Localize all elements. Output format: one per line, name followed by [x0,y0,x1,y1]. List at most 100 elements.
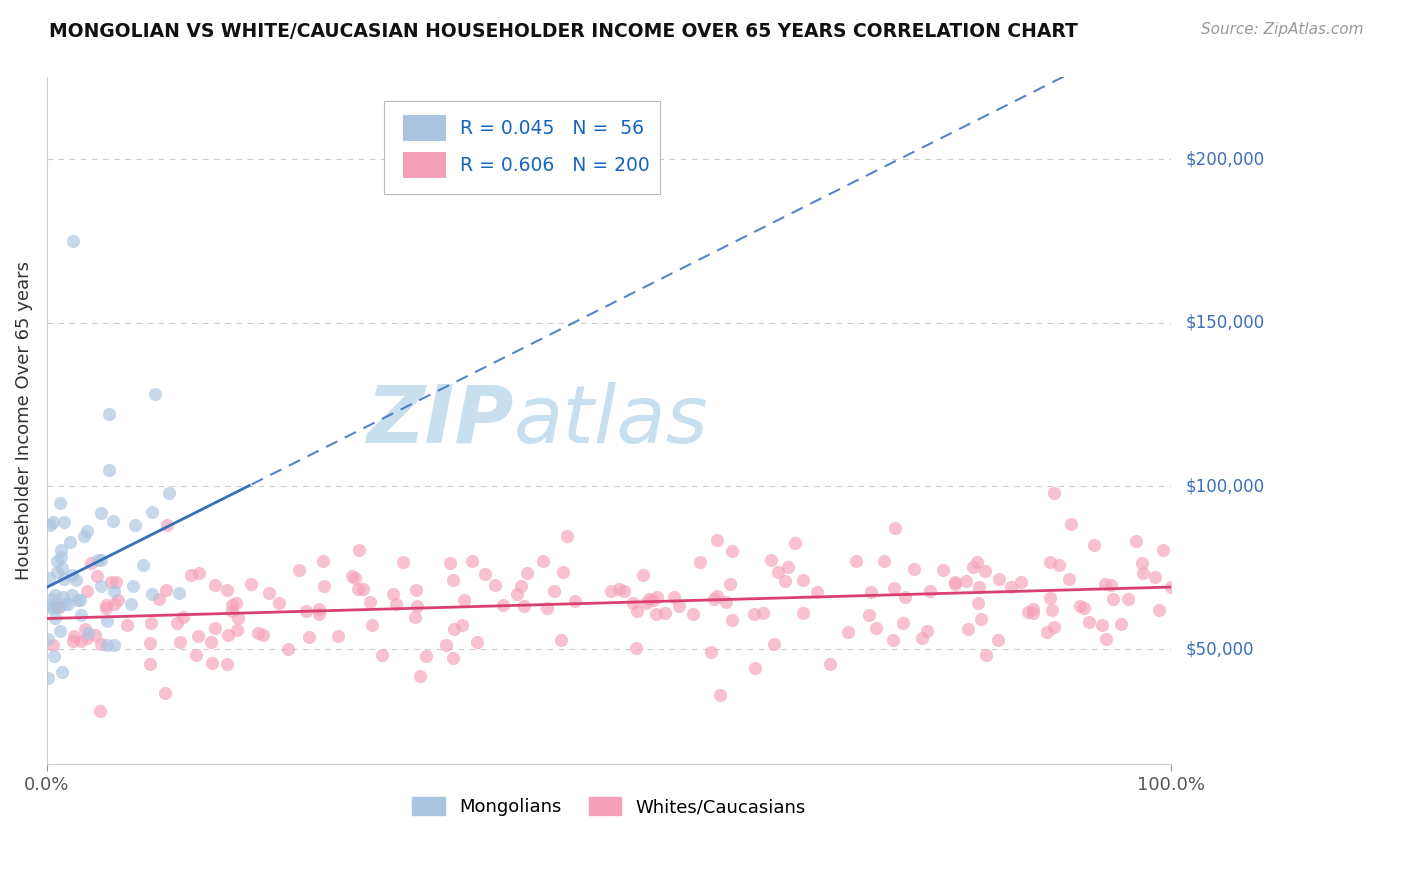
Point [891,615,914,630]
Point [1059,572,1081,586]
Text: $100,000: $100,000 [1185,477,1264,495]
Point [166,616,188,631]
Point [381,587,404,601]
Point [139,636,162,650]
Point [689,555,711,569]
Point [53,572,76,586]
Text: $150,000: $150,000 [1185,314,1264,332]
Point [551,565,574,579]
Point [312,579,335,593]
Point [308,602,330,616]
Point [751,606,773,620]
Point [700,645,723,659]
Point [600,584,623,599]
Point [1125,533,1147,548]
Point [187,566,209,580]
Point [94,600,117,615]
Point [845,554,868,568]
Point [56,598,79,612]
Point [986,632,1008,647]
Point [98,463,121,477]
Point [1022,606,1045,620]
Point [718,577,741,591]
Point [883,521,905,535]
Point [1039,591,1062,605]
Point [221,598,243,612]
Point [184,648,207,662]
Point [945,577,967,591]
Point [62,588,84,602]
Point [564,593,586,607]
Point [792,606,814,620]
Point [415,649,437,664]
Point [967,580,990,594]
Text: $200,000: $200,000 [1185,150,1264,169]
Point [141,505,163,519]
Point [643,593,665,607]
Point [967,596,990,610]
Point [405,582,427,597]
Point [1091,618,1114,632]
Point [703,591,725,606]
Point [682,607,704,622]
Point [858,607,880,622]
Point [143,387,166,401]
Point [44,610,66,624]
Point [45,599,67,614]
Point [404,609,426,624]
Point [1042,603,1064,617]
Point [72,529,94,543]
Point [101,514,124,528]
FancyBboxPatch shape [404,115,446,141]
Point [148,592,170,607]
Point [706,533,728,547]
Point [1077,615,1099,629]
Point [865,621,887,635]
Point [1042,620,1064,634]
Point [76,584,98,599]
Point [156,517,179,532]
Point [859,584,882,599]
Text: MONGOLIAN VS WHITE/CAUCASIAN HOUSEHOLDER INCOME OVER 65 YEARS CORRELATION CHART: MONGOLIAN VS WHITE/CAUCASIAN HOUSEHOLDER… [49,22,1078,41]
Point [60,568,83,582]
Point [509,578,531,592]
Point [297,630,319,644]
Point [1147,602,1170,616]
Point [706,589,728,603]
Point [744,660,766,674]
Point [169,586,191,600]
Point [96,598,118,612]
Point [257,586,280,600]
Point [920,584,942,599]
Point [1109,616,1132,631]
Point [169,634,191,648]
Point [962,560,984,574]
Point [252,628,274,642]
Point [955,574,977,588]
Point [226,611,249,625]
Point [76,625,98,640]
Point [344,571,367,585]
Point [506,587,529,601]
Point [443,622,465,636]
Point [70,634,93,648]
Point [1073,600,1095,615]
Point [41,592,63,607]
Point [87,553,110,567]
Point [62,629,84,643]
Point [62,234,84,248]
Point [762,637,785,651]
Point [295,604,318,618]
Point [44,588,66,602]
Point [626,605,648,619]
Point [873,554,896,568]
Point [103,584,125,599]
Point [308,607,330,622]
Point [52,515,75,529]
Text: atlas: atlas [513,382,709,459]
Point [70,607,93,622]
Point [555,529,578,543]
Point [187,629,209,643]
Point [215,582,238,597]
Point [988,572,1011,586]
